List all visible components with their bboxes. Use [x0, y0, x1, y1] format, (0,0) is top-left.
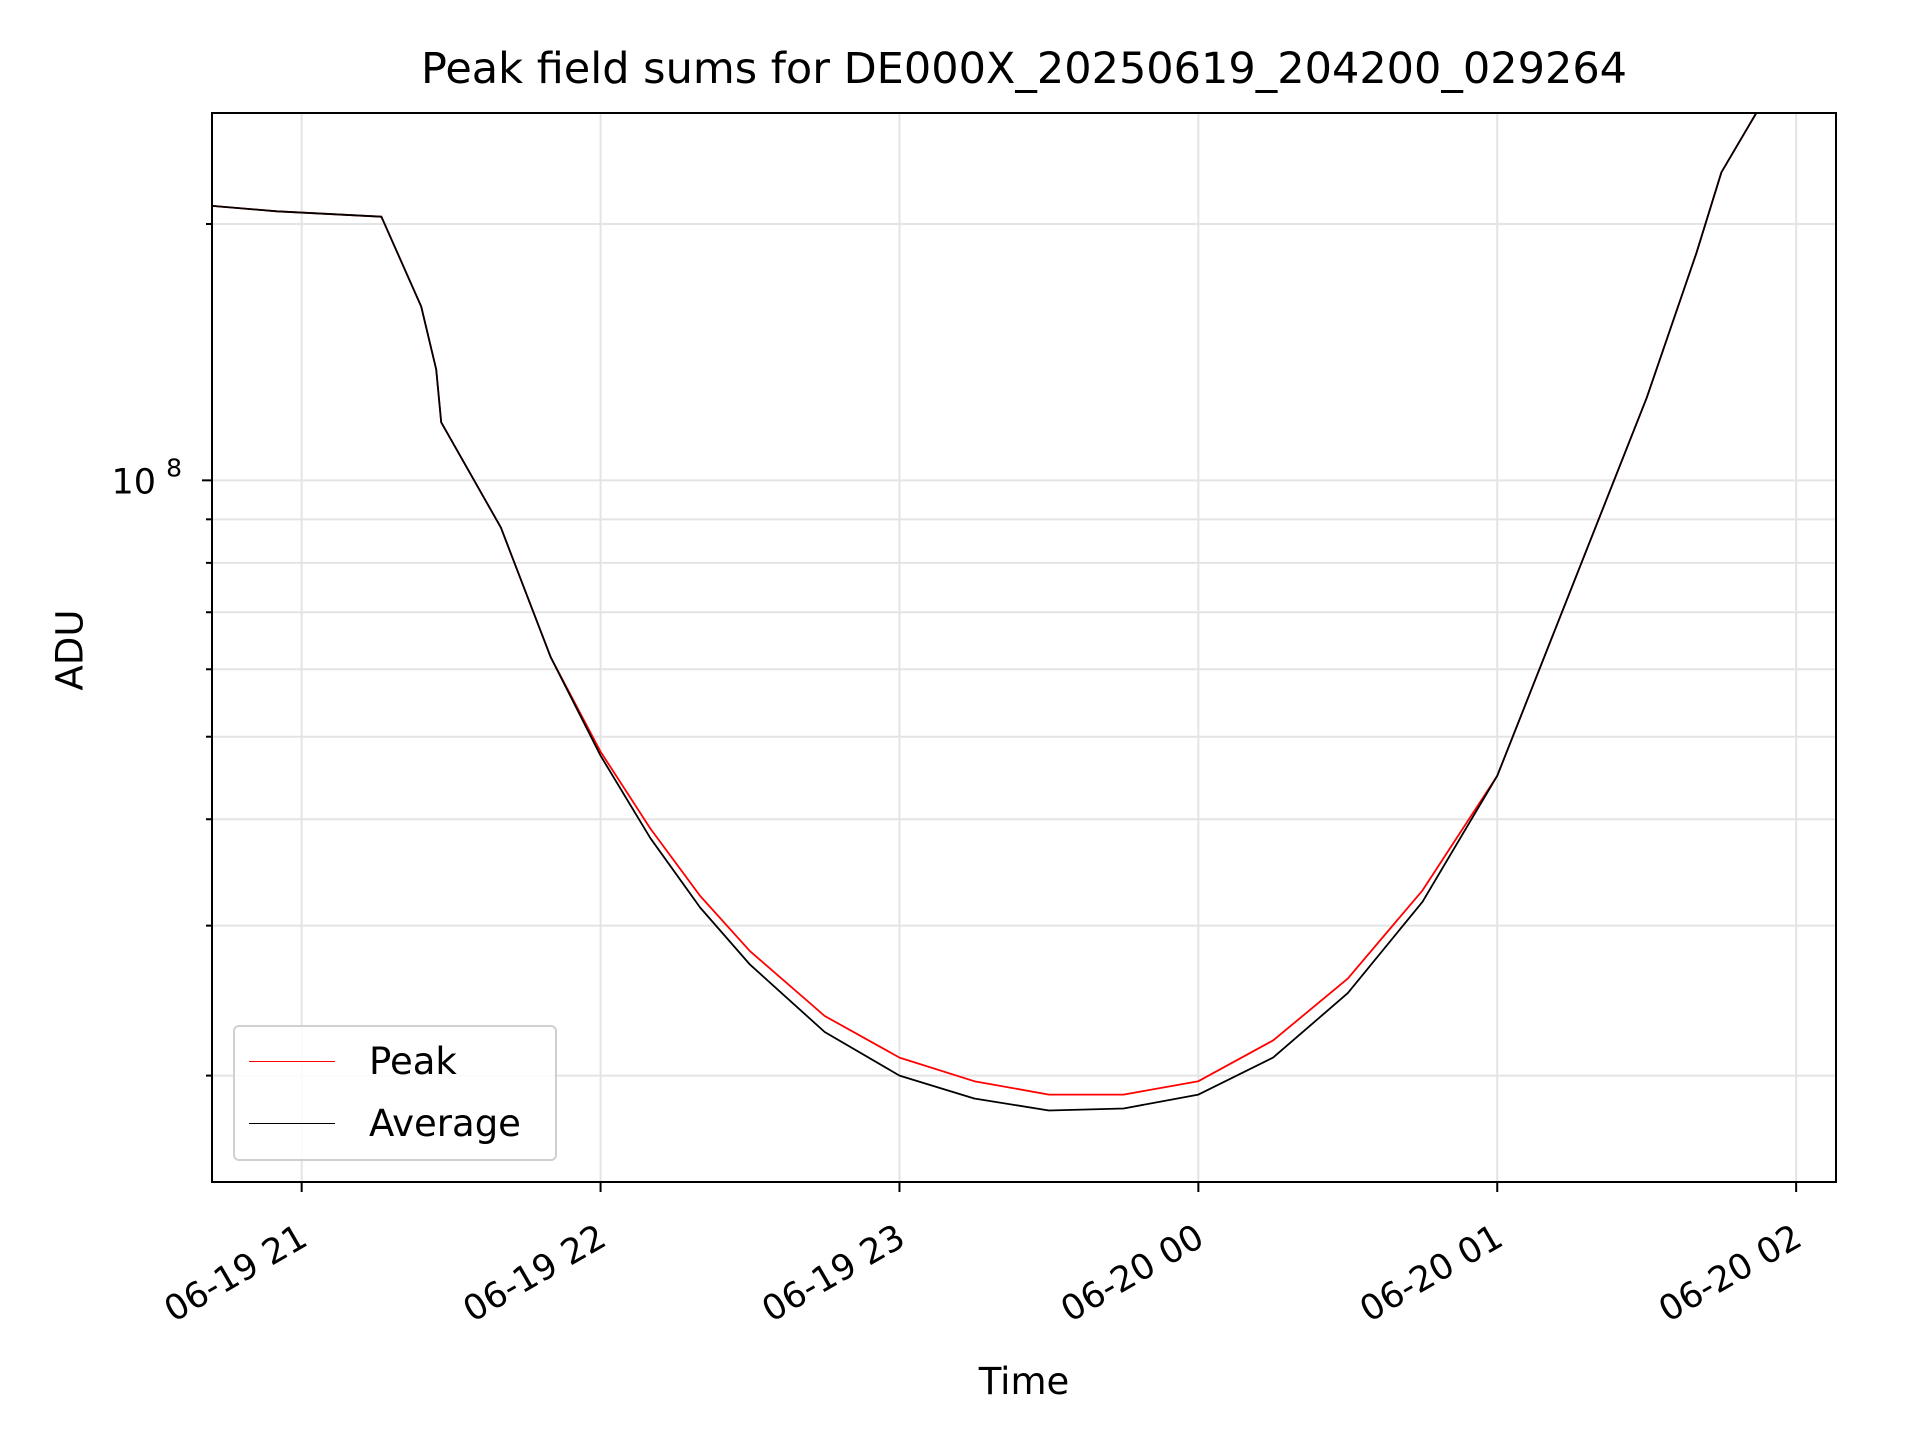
x-tick-label: 06-19 22	[457, 1217, 613, 1330]
y-tick-label-exponent: 8	[166, 453, 182, 482]
legend-item-peak: Peak	[249, 1039, 457, 1083]
y-tick-label: 10	[111, 462, 156, 502]
plot-area-frame	[211, 112, 1837, 1183]
grid-layer	[212, 113, 1836, 1182]
chart-title: Peak field sums for DE000X_20250619_2042…	[420, 44, 1628, 94]
x-tick-label: 06-19 23	[756, 1217, 912, 1330]
y-axis-label: ADU	[48, 609, 92, 691]
legend-label-average: Average	[369, 1101, 521, 1145]
legend-swatch-peak	[249, 1060, 335, 1062]
legend: Peak Average	[233, 1025, 557, 1161]
series-line-peak	[211, 112, 1797, 1096]
tick-layer: 06-19 21 06-19 22 06-19 23 06-20 00 06-20 01…	[111, 222, 1809, 1330]
x-tick-label: 06-20 00	[1055, 1217, 1211, 1330]
x-tick-label: 06-20 01	[1353, 1217, 1509, 1330]
legend-item-average: Average	[249, 1101, 521, 1145]
series-layer	[211, 112, 1797, 1112]
x-tick-label: 06-20 02	[1652, 1217, 1808, 1330]
legend-swatch-average	[249, 1122, 335, 1124]
x-axis-label: Time	[978, 1360, 1070, 1403]
legend-label-peak: Peak	[369, 1039, 457, 1083]
series-line-average	[211, 112, 1797, 1112]
x-tick-label: 06-19 21	[158, 1217, 314, 1330]
